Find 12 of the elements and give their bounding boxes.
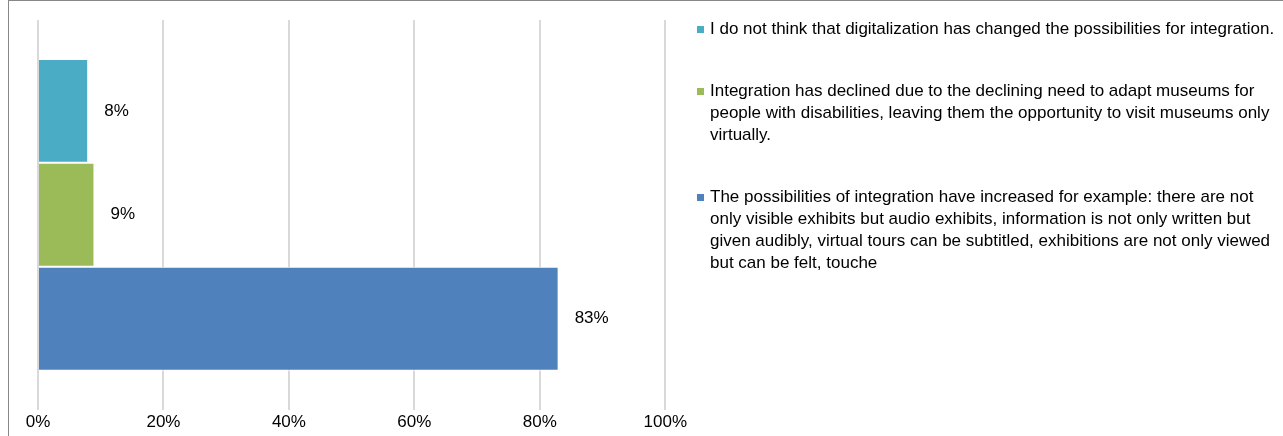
x-tick-label: 0% xyxy=(25,412,51,432)
legend-label: The possibilities of integration have increased for example: there are not only visible exhibits but audio exhibits, information is not only written but given audibly, virtual tours can be subtitled, exhibitions are not only viewed but can be felt, touche xyxy=(710,186,1272,274)
data-label: 9% xyxy=(110,204,136,224)
legend-label: Integration has declined due to the declining need to adapt museums for people with disabilities, leaving them the opportunity to visit museums only virtually. xyxy=(710,80,1271,146)
x-tick-label: 100% xyxy=(643,412,687,432)
data-label: 83% xyxy=(574,308,609,328)
legend-label: I do not think that digitalization has changed the possibilities for integration. xyxy=(710,18,1275,40)
x-tick-label: 60% xyxy=(397,412,432,432)
x-tick-label: 80% xyxy=(522,412,557,432)
x-tick-label: 20% xyxy=(146,412,181,432)
x-tick-label: 40% xyxy=(271,412,306,432)
data-label: 8% xyxy=(104,100,129,120)
